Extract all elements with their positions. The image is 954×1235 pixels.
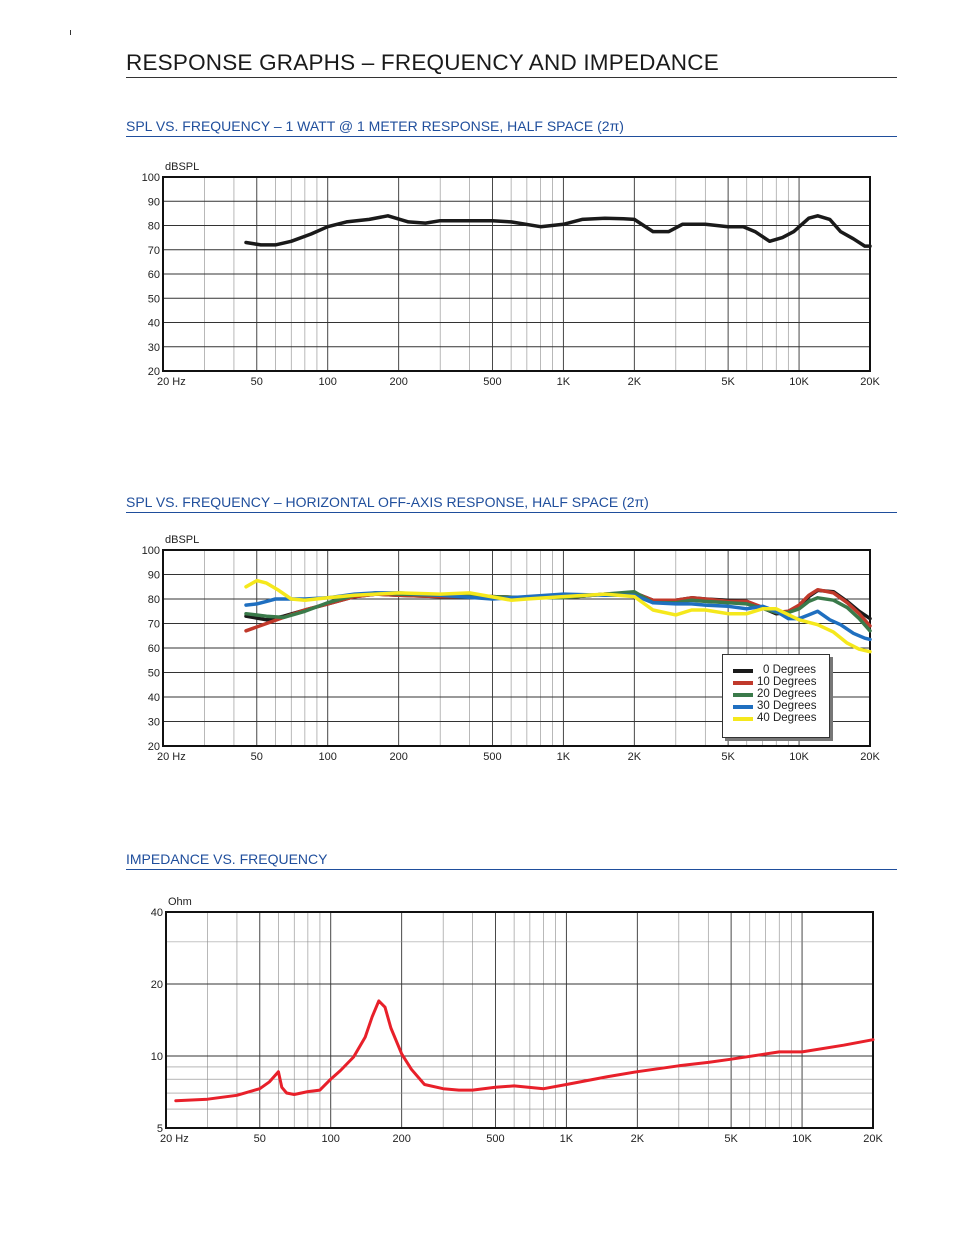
x-tick-label: 50 (254, 1133, 266, 1145)
y-axis-label: dBSPL (165, 161, 199, 173)
x-tick-label: 20 Hz (157, 751, 186, 763)
grid (163, 176, 870, 372)
impedance-chart: 5 10 20 40 20 Hz 50 100 200 500 1K 2K 5K 10K 20K Ohm (151, 896, 884, 1145)
x-tick-label: 20 Hz (157, 376, 186, 388)
section-title-off-axis: SPL VS. FREQUENCY – HORIZONTAL OFF-AXIS … (126, 494, 897, 513)
y-axis-label: Ohm (168, 896, 192, 908)
legend-item: 40 Degrees (733, 712, 829, 725)
series-line-40-degrees (244, 578, 872, 654)
y-tick-label: 70 (148, 245, 160, 257)
y-tick-label: 60 (148, 643, 160, 655)
y-tick-label: 30 (148, 342, 160, 354)
y-tick-label: 40 (151, 907, 163, 919)
y-tick-label: 60 (148, 269, 160, 281)
corner-mark (70, 30, 71, 35)
legend-item: 0 Degrees (733, 664, 829, 677)
x-tick-label: 1K (557, 751, 571, 763)
x-tick-label: 2K (631, 1133, 645, 1145)
plot-frame (162, 176, 871, 372)
legend-item: 20 Degrees (733, 688, 829, 701)
legend-swatch-2 (733, 693, 753, 697)
legend-swatch-1 (733, 681, 753, 685)
y-tick-label: 90 (148, 570, 160, 582)
y-tick-label: 100 (142, 172, 160, 184)
y-tick-label: 70 (148, 619, 160, 631)
off-axis-spl-chart: 20 30 40 50 60 70 80 90 100 20 Hz 50 100 200 500 1K 2K 5… (142, 534, 881, 763)
legend-item: 10 Degrees (733, 676, 829, 689)
x-tick-label: 100 (322, 1133, 340, 1145)
x-tick-label: 100 (319, 751, 337, 763)
x-tick-label: 5K (721, 751, 735, 763)
x-tick-label: 20K (863, 1133, 883, 1145)
y-tick-label: 40 (148, 318, 160, 330)
plot-frame (162, 549, 871, 747)
legend-label: 40 Degrees (757, 712, 817, 724)
off-axis-legend: 0 Degrees 10 Degrees 20 Degrees 30 Degre… (722, 654, 830, 738)
x-tick-label: 500 (483, 751, 501, 763)
legend-label: 20 Degrees (757, 688, 817, 700)
x-tick-label: 20K (860, 376, 880, 388)
x-tick-label: 500 (483, 376, 501, 388)
x-tick-label: 100 (319, 376, 337, 388)
y-tick-label: 50 (148, 293, 160, 305)
legend-item: 30 Degrees (733, 700, 829, 713)
y-tick-label: 90 (148, 196, 160, 208)
grid (166, 912, 873, 1128)
y-tick-label: 30 (148, 717, 160, 729)
x-tick-label: 10K (789, 376, 809, 388)
on-axis-spl-chart: 20 30 40 50 60 70 80 90 100 20 Hz 50 100 200 500 1K 2K 5… (142, 161, 881, 388)
y-tick-label: 40 (148, 692, 160, 704)
x-tick-label: 1K (560, 1133, 574, 1145)
legend-swatch-0 (733, 669, 753, 673)
x-tick-label: 500 (486, 1133, 504, 1145)
x-tick-label: 10K (789, 751, 809, 763)
y-tick-label: 20 (151, 979, 163, 991)
x-tick-label: 200 (392, 1133, 410, 1145)
x-tick-label: 10K (792, 1133, 812, 1145)
y-tick-label: 100 (142, 545, 160, 557)
x-tick-label: 5K (721, 376, 735, 388)
y-tick-label: 50 (148, 668, 160, 680)
y-tick-label: 10 (151, 1051, 163, 1063)
x-tick-label: 200 (389, 751, 407, 763)
x-tick-label: 50 (251, 376, 263, 388)
legend-swatch-4 (733, 717, 753, 721)
legend-label: 0 Degrees (763, 664, 817, 676)
y-tick-label: 20 (148, 741, 160, 753)
x-tick-label: 20 Hz (160, 1133, 189, 1145)
legend-label: 30 Degrees (757, 700, 817, 712)
series-line (174, 999, 875, 1103)
x-tick-label: 50 (251, 751, 263, 763)
y-tick-label: 20 (148, 366, 160, 378)
x-tick-label: 200 (389, 376, 407, 388)
x-tick-label: 2K (628, 751, 642, 763)
legend-swatch-3 (733, 705, 753, 709)
y-tick-label: 80 (148, 221, 160, 233)
plot-frame (165, 911, 874, 1129)
x-tick-label: 2K (628, 376, 642, 388)
y-tick-label: 80 (148, 594, 160, 606)
x-tick-label: 5K (724, 1133, 738, 1145)
legend-label: 10 Degrees (757, 676, 817, 688)
section-title-impedance: IMPEDANCE VS. FREQUENCY (126, 851, 897, 870)
x-tick-label: 20K (860, 751, 880, 763)
section-title-on-axis: SPL VS. FREQUENCY – 1 WATT @ 1 METER RES… (126, 118, 897, 137)
series-line (244, 214, 872, 248)
y-axis-label: dBSPL (165, 534, 199, 546)
x-tick-label: 1K (557, 376, 571, 388)
y-tick-label: 5 (157, 1123, 163, 1135)
page-title: RESPONSE GRAPHS – FREQUENCY AND IMPEDANC… (126, 50, 897, 78)
